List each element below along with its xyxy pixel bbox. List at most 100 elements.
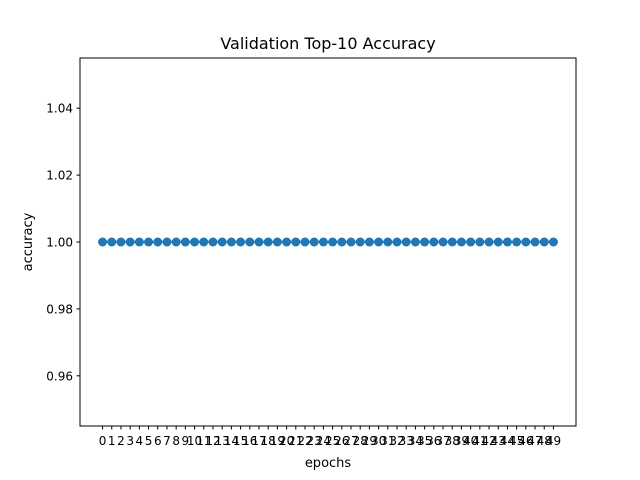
y-tick-label: 1.02	[46, 169, 73, 183]
data-point	[162, 237, 172, 247]
data-point	[337, 237, 347, 247]
x-tick-label: 24	[316, 434, 331, 448]
data-point	[456, 237, 466, 247]
x-tick-label: 44	[500, 434, 515, 448]
x-tick-label: 33	[399, 434, 414, 448]
data-point	[107, 237, 117, 247]
data-point	[364, 237, 374, 247]
x-tick-label: 31	[380, 434, 395, 448]
data-point	[493, 237, 503, 247]
data-point	[208, 237, 218, 247]
x-tick-label: 34	[408, 434, 423, 448]
x-tick-label: 30	[371, 434, 386, 448]
data-point	[291, 237, 301, 247]
x-tick-label: 11	[196, 434, 211, 448]
data-point	[374, 237, 384, 247]
x-tick-label: 15	[233, 434, 248, 448]
data-point	[98, 237, 108, 247]
x-tick-label: 23	[307, 434, 322, 448]
data-point	[420, 237, 430, 247]
x-tick-label: 48	[537, 434, 552, 448]
data-point	[236, 237, 246, 247]
x-tick-label: 38	[445, 434, 460, 448]
x-axis-label: epochs	[305, 456, 352, 471]
data-point	[429, 237, 439, 247]
data-point	[539, 237, 549, 247]
x-tick-label: 20	[279, 434, 294, 448]
x-tick-label: 43	[491, 434, 506, 448]
x-tick-label: 3	[126, 434, 134, 448]
plot-area	[79, 57, 577, 427]
data-point	[300, 237, 310, 247]
data-point	[171, 237, 181, 247]
x-tick-label: 5	[145, 434, 153, 448]
x-tick-label: 28	[353, 434, 368, 448]
data-point	[346, 237, 356, 247]
x-tick-label: 0	[99, 434, 107, 448]
chart-title: Validation Top-10 Accuracy	[220, 34, 435, 53]
x-tick-label: 4	[136, 434, 144, 448]
y-tick-label: 0.96	[46, 369, 73, 383]
x-tick-label: 27	[343, 434, 358, 448]
data-point	[190, 237, 200, 247]
data-point	[392, 237, 402, 247]
x-tick-label: 47	[527, 434, 542, 448]
x-tick-label: 2	[117, 434, 125, 448]
data-point	[530, 237, 540, 247]
x-tick-label: 17	[251, 434, 266, 448]
x-tick-label: 36	[426, 434, 441, 448]
data-point	[125, 237, 135, 247]
data-point	[180, 237, 190, 247]
x-tick-label: 41	[472, 434, 487, 448]
x-tick-label: 16	[242, 434, 257, 448]
x-tick-label: 6	[154, 434, 162, 448]
x-tick-label: 35	[417, 434, 432, 448]
x-tick-label: 18	[261, 434, 276, 448]
x-tick-label: 26	[334, 434, 349, 448]
x-tick-label: 39	[454, 434, 469, 448]
y-axis-label: accuracy	[21, 212, 36, 271]
x-tick-label: 42	[481, 434, 496, 448]
x-tick-label: 25	[325, 434, 340, 448]
data-point	[502, 237, 512, 247]
x-tick-label: 14	[224, 434, 239, 448]
data-point	[217, 237, 227, 247]
data-point	[548, 237, 558, 247]
x-tick-label: 22	[297, 434, 312, 448]
data-point	[475, 237, 485, 247]
data-point	[401, 237, 411, 247]
data-point	[521, 237, 531, 247]
data-point	[355, 237, 365, 247]
y-axis: 0.96 0.98 1.00 1.02 1.04	[46, 102, 80, 383]
x-tick-label: 29	[362, 434, 377, 448]
x-tick-label: 46	[518, 434, 533, 448]
x-tick-label: 37	[435, 434, 450, 448]
data-point	[410, 237, 420, 247]
data-point	[199, 237, 209, 247]
data-point	[318, 237, 328, 247]
data-point	[447, 237, 457, 247]
y-tick-label: 1.04	[46, 102, 73, 116]
data-point	[153, 237, 163, 247]
x-tick-label: 13	[215, 434, 230, 448]
data-point	[254, 237, 264, 247]
data-point	[512, 237, 522, 247]
x-tick-label: 12	[205, 434, 220, 448]
data-point	[466, 237, 476, 247]
data-point	[116, 237, 126, 247]
data-point	[328, 237, 338, 247]
x-tick-label: 40	[463, 434, 478, 448]
series-layer	[98, 237, 558, 247]
x-tick-label: 7	[163, 434, 171, 448]
x-tick-label: 9	[182, 434, 190, 448]
y-tick-label: 1.00	[46, 236, 73, 250]
data-point	[282, 237, 292, 247]
x-tick-label: 8	[172, 434, 180, 448]
x-tick-label: 45	[509, 434, 524, 448]
x-tick-label: 21	[288, 434, 303, 448]
x-tick-label: 32	[389, 434, 404, 448]
data-point	[134, 237, 144, 247]
data-point	[245, 237, 255, 247]
data-point	[309, 237, 319, 247]
